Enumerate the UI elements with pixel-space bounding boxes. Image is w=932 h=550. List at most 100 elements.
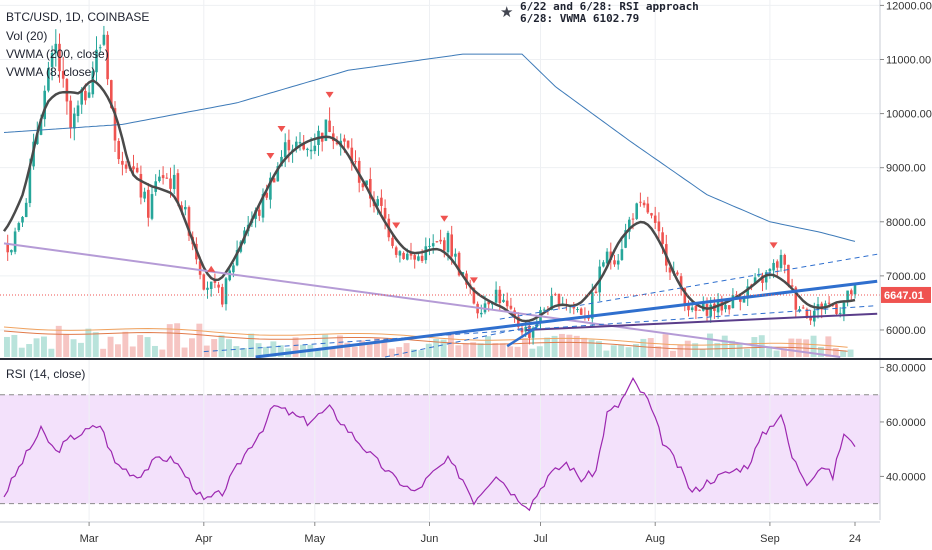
candle (428, 238, 431, 256)
candle-body (87, 92, 91, 98)
candle-body (517, 316, 520, 327)
candle (150, 187, 154, 221)
volume-bar (818, 346, 824, 357)
volume-bar (189, 338, 195, 357)
volume-bar (85, 328, 92, 357)
volume-bar (544, 337, 551, 357)
candle (676, 270, 679, 276)
candle-body (258, 209, 261, 216)
candle-body (428, 245, 431, 247)
candle-body (217, 284, 220, 288)
candle (850, 288, 853, 301)
price-tick-label: 6000.00 (886, 325, 926, 337)
candle-body (801, 307, 805, 309)
candle (398, 250, 402, 263)
candle-body (61, 70, 65, 79)
candle-body (369, 178, 372, 199)
candle-body (269, 177, 272, 200)
candle (13, 227, 17, 255)
volume-bar (174, 323, 181, 357)
candle-body (502, 299, 505, 303)
candle-body (846, 290, 849, 303)
volume-bar (181, 347, 188, 357)
candle-body (69, 100, 72, 129)
candle-body (661, 232, 664, 244)
candle (480, 304, 483, 318)
candle (124, 161, 128, 174)
volume-bar (825, 336, 832, 357)
support-line[interactable] (525, 312, 878, 331)
candle-body (276, 166, 280, 182)
candle (24, 198, 28, 218)
candle-body (764, 272, 768, 283)
channel-lower-line[interactable] (203, 305, 878, 353)
candle-body (354, 161, 357, 163)
volume-bar (292, 337, 299, 357)
candle-body (124, 164, 128, 169)
candle-body (850, 290, 853, 295)
volume-bar (462, 343, 469, 357)
last-price-label: 6647.01 (884, 290, 924, 302)
candle (431, 234, 435, 254)
candle-body (602, 262, 605, 267)
candle-body (635, 203, 638, 219)
candle (613, 254, 616, 267)
volume-bar (144, 337, 151, 357)
candle (354, 150, 357, 165)
symbol-label: BTC/USD, 1D, COINBASE (6, 10, 150, 24)
volume-bar (655, 346, 662, 357)
volume-bar (633, 344, 639, 357)
candle-body (324, 119, 328, 141)
sell-marker (769, 242, 778, 249)
candle (161, 166, 165, 185)
candle (165, 173, 169, 179)
candle-body (605, 251, 609, 264)
candle-body (161, 175, 165, 179)
vwma-indicator-label: VWMA (8, close) (6, 65, 96, 79)
candle-body (827, 302, 831, 304)
candle-body (720, 300, 724, 311)
star-icon[interactable]: ★ (500, 4, 514, 21)
candle-body (17, 223, 21, 231)
candle (757, 268, 761, 278)
candle (87, 85, 91, 99)
sell-marker (207, 265, 216, 272)
candle-body (683, 287, 687, 306)
candle-body (309, 149, 313, 152)
candle (620, 239, 624, 261)
candle-body (454, 253, 457, 257)
sell-marker (392, 222, 401, 229)
signal-markers (207, 91, 778, 284)
candle-body (653, 215, 657, 223)
uptrend-line[interactable] (255, 279, 878, 359)
candle (509, 297, 513, 311)
candle-body (232, 265, 235, 273)
volume-bar (581, 337, 588, 357)
candle (6, 234, 9, 261)
candle-body (639, 201, 642, 203)
highlight-segment[interactable] (506, 326, 538, 348)
volume-bar (485, 336, 491, 357)
time-tick-label: Apr (195, 533, 212, 545)
candle-body (47, 67, 50, 91)
volume-bar (810, 335, 817, 357)
channel-upper-line[interactable] (499, 253, 878, 320)
candle-body (6, 243, 9, 253)
candle-body (439, 239, 442, 242)
candle (846, 290, 849, 307)
candle-body (213, 280, 217, 283)
candle-body (394, 247, 398, 255)
candle-body (616, 260, 620, 265)
candle (557, 293, 561, 310)
volume-bar (559, 333, 565, 357)
candle (121, 151, 124, 176)
downtrend-line[interactable] (3, 242, 841, 358)
candle-body (132, 166, 135, 170)
candle (650, 212, 653, 219)
candle-body (376, 199, 379, 206)
volume-bar (440, 339, 447, 357)
sell-marker (469, 277, 478, 284)
volume-bar (55, 325, 62, 357)
volume-bar (596, 341, 602, 357)
